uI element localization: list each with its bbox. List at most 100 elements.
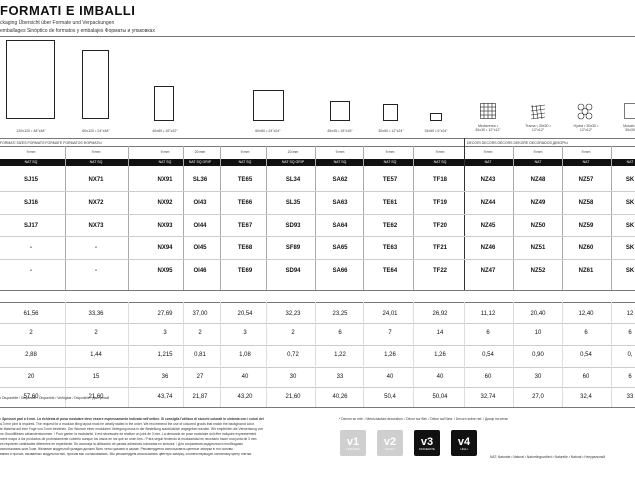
product-code: NZ51 <box>530 245 546 251</box>
product-code: SL36 <box>192 177 208 183</box>
pack-value: 0, <box>627 352 633 358</box>
format-label: 60x60 • 24"x24" <box>255 129 281 133</box>
pack-column-divider <box>315 302 316 407</box>
pack-value: 2,88 <box>25 352 37 358</box>
pack-value: 27 <box>196 374 204 380</box>
pack-value: 1,215 <box>157 352 173 358</box>
pack-value: 37,00 <box>192 311 208 317</box>
footer-note-7: использовать шов 3 мм. Желание модульной… <box>0 447 234 451</box>
product-code: SJ16 <box>23 200 39 206</box>
pack-row-divider <box>0 323 635 324</box>
pack-value: 43,20 <box>237 394 253 400</box>
column-divider <box>128 146 129 290</box>
format-label: 40x80 • 16"x32" <box>152 129 178 133</box>
finish-bar <box>0 159 635 166</box>
pack-row-divider <box>0 367 635 368</box>
product-code: TF20 <box>432 223 448 229</box>
finish-cell: NAT SQ <box>238 160 252 164</box>
pack-value: 20 <box>27 374 35 380</box>
pack-value: 24,01 <box>382 311 398 317</box>
pack-value: 40 <box>386 374 394 380</box>
pack-column-divider <box>363 302 364 407</box>
product-code: NZ61 <box>578 268 594 274</box>
footer-availability: • Disponibile / Disponible / Disponible … <box>0 396 110 400</box>
pack-column-divider <box>128 302 129 407</box>
pack-value: 2 <box>29 330 33 336</box>
medaverso-swatch-icon <box>480 103 496 119</box>
pack-value: 1,26 <box>434 352 446 358</box>
thickness-cell: 9 mm <box>483 150 493 154</box>
finish-cell: NAT <box>484 160 492 164</box>
pack-value: 2 <box>94 330 98 336</box>
footer-note-8: вания и прочих, вызванных модульностью, … <box>0 452 253 456</box>
thickness-cell: 20 mm <box>194 150 206 154</box>
pack-value: 60 <box>484 374 492 380</box>
finish-cell: NAT <box>626 160 634 164</box>
finish-cell: NAT SQ <box>433 160 447 164</box>
row-divider <box>0 236 635 237</box>
column-divider <box>513 146 514 290</box>
thickness-cell: 9 mm <box>160 150 170 154</box>
pack-value: 40 <box>241 374 249 380</box>
section-divider <box>0 138 635 139</box>
product-code: NZ57 <box>578 177 594 183</box>
product-code: SA66 <box>332 268 348 274</box>
format-label: 45x45 • 18"x18" <box>327 129 353 133</box>
finish-cell: NAT SQ <box>24 160 38 164</box>
format-drawing-60x60 <box>253 90 284 121</box>
product-code: NZ48 <box>530 177 546 183</box>
pack-value: 2 <box>198 330 202 336</box>
pack-value: 23,25 <box>332 311 348 317</box>
thickness-cell: 9 mm <box>385 150 395 154</box>
pack-value: 20,40 <box>530 311 546 317</box>
product-code: OI45 <box>193 245 207 251</box>
footer-note-2: a 3 mm joint is required. The request fo… <box>0 422 255 426</box>
subtitle-line-1: ckaging Übersicht über Formate und Verpa… <box>0 20 115 26</box>
format-drawing-45x45 <box>330 101 350 121</box>
finish-cell: NAT SQ GRIP <box>281 160 305 164</box>
pack-value: 57,60 <box>23 394 39 400</box>
column-divider <box>266 146 267 290</box>
product-code: NX93 <box>157 223 173 229</box>
product-code: TE67 <box>237 223 253 229</box>
pack-column-divider <box>220 302 221 407</box>
pack-value: 14 <box>436 330 444 336</box>
pack-value: 0,90 <box>532 352 544 358</box>
product-code: NX94 <box>157 245 173 251</box>
pack-value: 26,92 <box>432 311 448 317</box>
product-code: NX95 <box>157 268 173 274</box>
variation-v4-icon: v4 HIGH <box>451 430 477 456</box>
format-label: 30x60 • 12"x24" <box>378 129 404 133</box>
product-code: SA62 <box>332 177 348 183</box>
pack-value: 50,04 <box>432 394 448 400</box>
pack-column-divider <box>513 302 514 407</box>
thickness-cell: 9 mm <box>240 150 250 154</box>
pack-value: 1,26 <box>384 352 396 358</box>
thickness-cell: 9 mm <box>26 150 36 154</box>
finish-cell: NAT SQ <box>89 160 103 164</box>
page-title: FORMATI E IMBALLI <box>0 3 136 18</box>
product-code: OI43 <box>193 200 207 206</box>
column-divider <box>183 146 184 290</box>
hydra-swatch-icon <box>577 103 593 120</box>
product-code: NX71 <box>88 177 104 183</box>
pack-value: 1,44 <box>90 352 102 358</box>
product-code: SD93 <box>285 223 301 229</box>
finish-cell: NAT SQ GRIP <box>188 160 212 164</box>
variation-v2-icon: v2 SLIGHT <box>377 430 403 456</box>
pack-value: 6 <box>486 330 490 336</box>
product-code: NZ60 <box>578 245 594 251</box>
product-code: TF19 <box>432 200 448 206</box>
pack-value: 12,40 <box>578 311 594 317</box>
pack-value: 33 <box>336 374 344 380</box>
product-code: SA64 <box>332 223 348 229</box>
product-code: TE68 <box>237 245 253 251</box>
format-drawing-30x60 <box>383 104 398 121</box>
footer-note-1: • Spessori pari a 9 mm. La richiesta di … <box>0 417 264 421</box>
section-divider-2 <box>0 146 635 147</box>
pack-value: 32,74 <box>480 394 496 400</box>
product-code: TE65 <box>237 177 253 183</box>
pack-value: 27,0 <box>532 394 544 400</box>
product-code: NX72 <box>88 200 104 206</box>
product-code: NZ43 <box>480 177 496 183</box>
